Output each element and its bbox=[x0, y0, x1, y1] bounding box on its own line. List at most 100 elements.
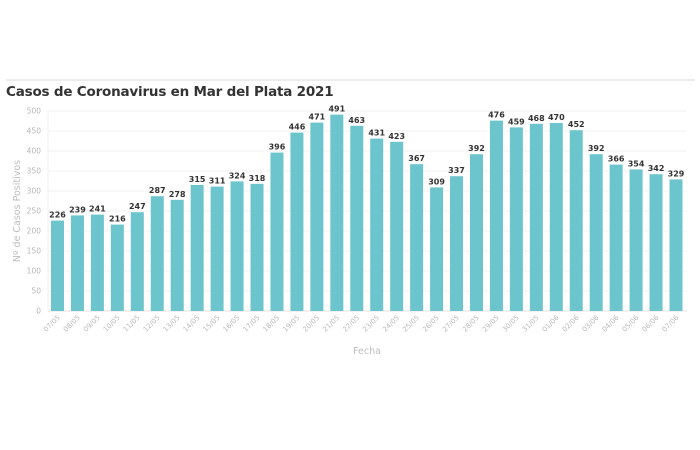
bar bbox=[629, 169, 643, 311]
bar bbox=[150, 196, 164, 311]
y-tick-label: 50 bbox=[31, 287, 41, 296]
data-label: 239 bbox=[69, 205, 86, 214]
bar bbox=[70, 215, 84, 311]
x-tick-label: 07/05 bbox=[42, 314, 62, 334]
data-label: 491 bbox=[328, 105, 345, 114]
data-label: 367 bbox=[408, 154, 425, 163]
y-tick-label: 450 bbox=[27, 127, 42, 136]
data-label: 463 bbox=[348, 116, 365, 125]
x-tick-label: 12/05 bbox=[142, 314, 162, 334]
bar bbox=[130, 212, 144, 311]
data-label: 342 bbox=[648, 164, 665, 173]
bar bbox=[430, 187, 444, 311]
x-axis-ticks: 07/05 08/05 09/05 10/05 11/05 12/05 13/05 14/05… bbox=[42, 313, 681, 333]
data-label: 216 bbox=[109, 215, 126, 224]
bar bbox=[549, 123, 563, 311]
x-tick-label: 16/05 bbox=[222, 314, 242, 334]
x-tick-label: 24/05 bbox=[381, 314, 401, 334]
bar bbox=[649, 174, 663, 311]
x-tick-label: 31/05 bbox=[521, 314, 541, 334]
data-label: 337 bbox=[448, 166, 465, 175]
bar bbox=[469, 154, 483, 311]
data-label: 431 bbox=[368, 129, 385, 138]
data-label: 392 bbox=[588, 144, 605, 153]
data-label: 423 bbox=[388, 132, 405, 141]
bar bbox=[170, 199, 184, 311]
x-tick-label: 18/05 bbox=[261, 314, 281, 334]
x-tick-label: 08/05 bbox=[62, 314, 82, 334]
data-label: 278 bbox=[169, 190, 186, 199]
bar bbox=[330, 114, 344, 311]
bar bbox=[290, 132, 304, 311]
x-tick-label: 10/05 bbox=[102, 314, 122, 334]
data-label: 392 bbox=[468, 144, 485, 153]
data-label: 446 bbox=[289, 123, 306, 132]
bar bbox=[589, 154, 603, 311]
data-label: 476 bbox=[488, 111, 505, 120]
x-tick-label: 06/06 bbox=[641, 313, 661, 333]
bar bbox=[90, 214, 104, 311]
bar bbox=[190, 185, 204, 311]
data-label: 366 bbox=[608, 155, 625, 164]
bar bbox=[370, 138, 384, 311]
data-label: 471 bbox=[309, 113, 326, 122]
x-tick-label: 11/05 bbox=[122, 314, 142, 334]
y-axis-label: Nº de Casos Positivos bbox=[12, 160, 23, 262]
data-label: 287 bbox=[149, 186, 166, 195]
bar bbox=[609, 164, 623, 311]
data-label: 470 bbox=[548, 113, 565, 122]
y-tick-label: 0 bbox=[36, 307, 41, 316]
bar bbox=[509, 127, 523, 312]
data-label: 459 bbox=[508, 117, 525, 126]
chart-title: Casos de Coronavirus en Mar del Plata 20… bbox=[6, 84, 334, 100]
y-tick-label: 100 bbox=[27, 267, 42, 276]
data-label: 396 bbox=[269, 143, 286, 152]
x-tick-label: 13/05 bbox=[162, 314, 182, 334]
x-tick-label: 14/05 bbox=[182, 314, 202, 334]
x-tick-label: 01/06 bbox=[541, 313, 561, 333]
x-tick-label: 17/05 bbox=[241, 314, 261, 334]
x-axis-label: Fecha bbox=[353, 346, 381, 357]
data-label: 309 bbox=[428, 177, 445, 186]
bar bbox=[210, 186, 224, 311]
data-label: 311 bbox=[209, 177, 226, 186]
x-tick-label: 21/05 bbox=[321, 314, 341, 334]
bar bbox=[230, 181, 244, 311]
data-label: 315 bbox=[189, 175, 206, 184]
bar bbox=[270, 152, 284, 311]
x-tick-label: 30/05 bbox=[501, 314, 521, 334]
bar bbox=[410, 164, 424, 311]
data-label: 247 bbox=[129, 202, 146, 211]
bars bbox=[51, 114, 683, 312]
x-tick-label: 27/05 bbox=[441, 314, 461, 334]
bar bbox=[390, 141, 404, 311]
x-tick-label: 19/05 bbox=[281, 314, 301, 334]
y-tick-label: 350 bbox=[27, 167, 42, 176]
data-label: 354 bbox=[628, 159, 645, 168]
y-axis-ticks: 0 50 100 150 200 250 300 350 400 450 500 bbox=[27, 107, 42, 316]
y-tick-label: 250 bbox=[27, 207, 42, 216]
data-label: 329 bbox=[668, 169, 685, 178]
x-tick-label: 20/05 bbox=[301, 314, 321, 334]
y-tick-label: 150 bbox=[27, 247, 42, 256]
bar bbox=[529, 123, 543, 311]
bar bbox=[51, 220, 64, 311]
x-tick-label: 09/05 bbox=[82, 314, 102, 334]
data-label: 318 bbox=[249, 174, 266, 183]
y-tick-label: 500 bbox=[27, 107, 42, 116]
bar bbox=[310, 122, 324, 311]
x-tick-label: 05/06 bbox=[621, 313, 641, 333]
x-tick-label: 04/06 bbox=[601, 313, 621, 333]
data-label: 324 bbox=[229, 171, 246, 180]
x-tick-label: 02/06 bbox=[561, 313, 581, 333]
y-tick-label: 300 bbox=[27, 187, 42, 196]
x-tick-label: 29/05 bbox=[481, 314, 501, 334]
bar bbox=[450, 176, 464, 311]
data-label: 452 bbox=[568, 120, 585, 129]
bar bbox=[569, 130, 583, 311]
x-tick-label: 26/05 bbox=[421, 314, 441, 334]
bar bbox=[350, 125, 364, 311]
x-tick-label: 23/05 bbox=[361, 314, 381, 334]
y-tick-label: 200 bbox=[27, 227, 42, 236]
